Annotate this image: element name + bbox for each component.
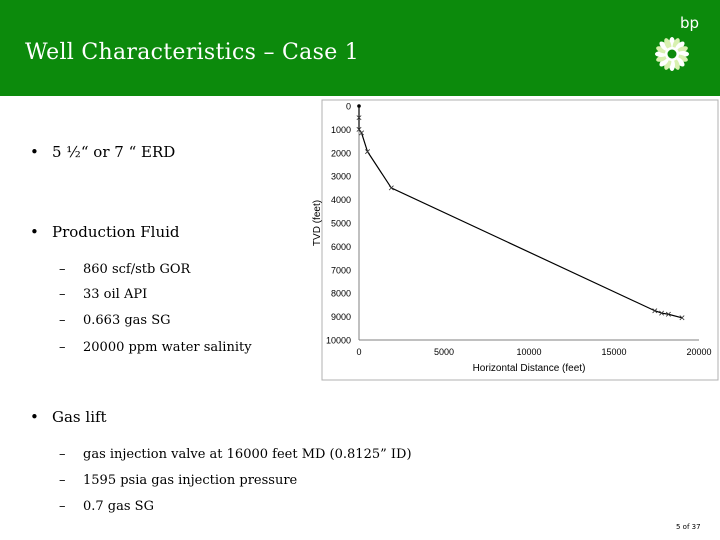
data-point	[679, 315, 685, 321]
sub-bullet-text: 0.7 gas SG	[83, 499, 154, 514]
bp-helios-icon	[655, 37, 689, 71]
sub-bullet-text: 860 scf/stb GOR	[83, 262, 191, 277]
y-tick-label: 3000	[331, 172, 351, 182]
sub-bullet-marker: –	[59, 340, 66, 355]
chart-svg: 0 1000 2000 3000 4000 5000 6000 7000 8000 9000 100…	[312, 99, 719, 381]
y-tick-label: 4000	[331, 195, 351, 205]
y-tick-label: 6000	[331, 242, 351, 252]
bullet-text: 5 ½“ or 7 “ ERD	[52, 143, 176, 161]
trajectory-line	[358, 106, 683, 319]
x-axis-title: Horizontal Distance (feet)	[473, 363, 586, 374]
y-tick-label: 5000	[331, 219, 351, 229]
slide-title: Well Characteristics – Case 1	[25, 40, 360, 65]
sub-bullet-text: 0.663 gas SG	[83, 313, 171, 328]
y-tick-label: 10000	[326, 336, 351, 346]
data-point	[357, 104, 361, 108]
x-tick-label: 15000	[601, 347, 626, 357]
data-point	[665, 311, 671, 317]
title-banner: Well Characteristics – Case 1 bp	[0, 0, 720, 96]
data-point	[356, 115, 362, 121]
bp-logo-text: bp	[680, 14, 700, 32]
sub-bullet-marker: –	[59, 473, 66, 488]
x-tick-label: 20000	[686, 347, 711, 357]
x-tick-label: 0	[356, 347, 361, 357]
sub-bullet-text: gas injection valve at 16000 feet MD (0.…	[83, 447, 412, 462]
sub-bullet-text: 20000 ppm water salinity	[83, 340, 252, 355]
sub-bullet-text: 33 oil API	[83, 287, 148, 302]
y-tick-label: 8000	[331, 289, 351, 299]
y-tick-label: 2000	[331, 148, 351, 158]
y-tick-label: 0	[346, 102, 351, 112]
sub-bullet-marker: –	[59, 499, 66, 514]
data-point	[365, 149, 370, 155]
chart-frame	[321, 99, 719, 381]
sub-bullet-marker: –	[59, 447, 66, 462]
y-tick-label: 7000	[331, 265, 351, 275]
data-point	[388, 185, 394, 191]
sub-bullet-marker: –	[59, 313, 66, 328]
bullet-marker: •	[30, 143, 39, 161]
sub-bullet-text: 1595 psia gas injection pressure	[83, 473, 298, 488]
bullet-marker: •	[30, 408, 39, 426]
bullet-text: Production Fluid	[52, 223, 180, 241]
data-point	[356, 126, 362, 132]
x-tick-label: 10000	[516, 347, 541, 357]
sub-bullet-marker: –	[59, 287, 66, 302]
y-axis-title: TVD (feet)	[312, 200, 323, 246]
page-number: 5 of 37	[676, 523, 701, 531]
data-point	[652, 308, 658, 314]
sub-bullet-marker: –	[59, 262, 66, 277]
y-tick-label: 1000	[331, 125, 351, 135]
bullet-text: Gas lift	[52, 408, 107, 426]
x-tick-label: 5000	[434, 347, 454, 357]
bullet-marker: •	[30, 223, 39, 241]
y-tick-label: 9000	[331, 312, 351, 322]
data-point	[359, 130, 365, 136]
data-point	[659, 310, 665, 316]
well-trajectory-chart: 0 1000 2000 3000 4000 5000 6000 7000 8000 9000 100…	[300, 96, 720, 382]
